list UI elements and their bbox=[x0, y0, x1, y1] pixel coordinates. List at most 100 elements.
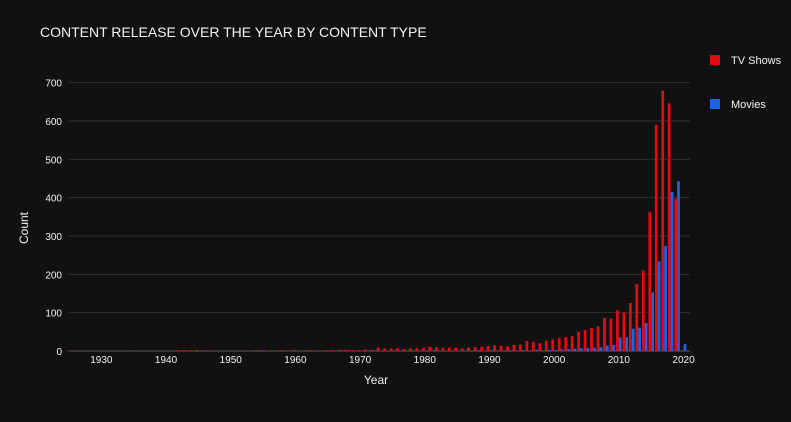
bar-tv-shows-2004[interactable] bbox=[577, 331, 580, 351]
bar-tv-shows-1983[interactable] bbox=[441, 347, 445, 351]
bar-movies-2010[interactable] bbox=[618, 337, 622, 351]
bar-movies-1974[interactable] bbox=[386, 350, 389, 352]
bar-tv-shows-2007[interactable] bbox=[596, 326, 600, 351]
bar-tv-shows-1943[interactable] bbox=[182, 350, 186, 351]
bar-movies-2013[interactable] bbox=[638, 327, 642, 351]
bar-movies-2004[interactable] bbox=[580, 348, 583, 351]
bar-tv-shows-2005[interactable] bbox=[583, 329, 587, 351]
bar-movies-1967[interactable] bbox=[340, 350, 344, 352]
bar-tv-shows-1925[interactable] bbox=[66, 350, 69, 352]
bar-tv-shows-1963[interactable] bbox=[312, 350, 315, 352]
bar-tv-shows-1967[interactable] bbox=[337, 349, 341, 351]
bar-movies-1976[interactable] bbox=[398, 350, 402, 352]
bar-tv-shows-1954[interactable] bbox=[253, 350, 257, 351]
bar-tv-shows-1968[interactable] bbox=[344, 349, 348, 351]
bar-movies-1988[interactable] bbox=[476, 350, 480, 351]
bar-tv-shows-1962[interactable] bbox=[305, 350, 309, 351]
bar-movies-1963[interactable] bbox=[314, 350, 318, 352]
bar-tv-shows-1979[interactable] bbox=[415, 347, 419, 351]
bar-tv-shows-1984[interactable] bbox=[447, 347, 451, 351]
bar-movies-1972[interactable] bbox=[373, 350, 376, 352]
bar-tv-shows-1985[interactable] bbox=[454, 347, 458, 351]
bar-tv-shows-2008[interactable] bbox=[603, 318, 606, 351]
bar-tv-shows-2016[interactable] bbox=[654, 124, 658, 351]
bar-tv-shows-1945[interactable] bbox=[195, 349, 199, 351]
bar-tv-shows-2010[interactable] bbox=[616, 310, 619, 351]
bar-tv-shows-1973[interactable] bbox=[376, 347, 380, 351]
bar-movies-2007[interactable] bbox=[599, 347, 603, 351]
bar-tv-shows-2001[interactable] bbox=[557, 337, 561, 351]
bar-tv-shows-2013[interactable] bbox=[635, 283, 639, 351]
legend-item-tv-shows[interactable]: TV Shows bbox=[710, 55, 782, 67]
bar-tv-shows-1992[interactable] bbox=[499, 345, 503, 351]
bar-tv-shows-1970[interactable] bbox=[357, 350, 361, 351]
bar-tv-shows-1947[interactable] bbox=[208, 350, 212, 352]
bar-tv-shows-1989[interactable] bbox=[480, 346, 483, 351]
bar-tv-shows-1965[interactable] bbox=[324, 350, 328, 351]
bar-tv-shows-2000[interactable] bbox=[551, 339, 555, 352]
bar-movies-2020[interactable] bbox=[683, 344, 687, 351]
bar-movies-1985[interactable] bbox=[457, 350, 460, 352]
bar-tv-shows-1995[interactable] bbox=[519, 344, 522, 351]
bar-tv-shows-2011[interactable] bbox=[622, 312, 626, 351]
bar-movies-1993[interactable] bbox=[508, 350, 512, 351]
bar-tv-shows-1998[interactable] bbox=[538, 343, 542, 351]
bar-tv-shows-1958[interactable] bbox=[279, 350, 283, 351]
bar-tv-shows-2003[interactable] bbox=[570, 336, 574, 351]
bar-tv-shows-1972[interactable] bbox=[370, 349, 373, 351]
bar-tv-shows-1944[interactable] bbox=[189, 350, 192, 351]
bar-movies-2012[interactable] bbox=[631, 328, 635, 351]
bar-movies-1935[interactable] bbox=[133, 350, 137, 352]
bar-tv-shows-1960[interactable] bbox=[292, 349, 296, 351]
bar-tv-shows-2015[interactable] bbox=[648, 212, 652, 351]
bar-movies-2000[interactable] bbox=[554, 349, 557, 351]
legend[interactable]: TV Shows Movies bbox=[710, 55, 782, 111]
bar-tv-shows-1956[interactable] bbox=[266, 350, 270, 352]
bar-tv-shows-2012[interactable] bbox=[628, 303, 632, 351]
bar-movies-2005[interactable] bbox=[586, 347, 590, 351]
bar-movies-2018[interactable] bbox=[670, 191, 674, 351]
bar-tv-shows-2002[interactable] bbox=[564, 337, 568, 351]
bar-tv-shows-1955[interactable] bbox=[260, 350, 263, 351]
bar-movies-1955[interactable] bbox=[263, 350, 266, 352]
bar-movies-2017[interactable] bbox=[664, 245, 667, 351]
bar-tv-shows-1964[interactable] bbox=[318, 350, 322, 352]
bar-movies-1999[interactable] bbox=[547, 349, 551, 351]
legend-item-movies[interactable]: Movies bbox=[710, 99, 766, 111]
bar-movies-2002[interactable] bbox=[567, 349, 570, 351]
bar-tv-shows-1996[interactable] bbox=[525, 341, 529, 351]
bar-movies-1997[interactable] bbox=[534, 349, 538, 351]
bar-tv-shows-1987[interactable] bbox=[467, 347, 470, 351]
bar-movies-2014[interactable] bbox=[644, 323, 648, 351]
bar-movies-2008[interactable] bbox=[605, 345, 609, 351]
bar-tv-shows-1997[interactable] bbox=[531, 342, 535, 351]
bar-tv-shows-1981[interactable] bbox=[428, 346, 432, 351]
bar-tv-shows-2019[interactable] bbox=[674, 198, 677, 351]
bar-tv-shows-1959[interactable] bbox=[286, 350, 289, 352]
bar-movies-2003[interactable] bbox=[573, 348, 577, 351]
bar-tv-shows-1942[interactable] bbox=[176, 350, 179, 351]
bar-tv-shows-1946[interactable] bbox=[202, 350, 205, 351]
bar-movies-2006[interactable] bbox=[593, 347, 596, 351]
bar-movies-1979[interactable] bbox=[418, 350, 422, 352]
bar-tv-shows-1990[interactable] bbox=[486, 346, 490, 351]
bar-movies-2019[interactable] bbox=[677, 181, 680, 351]
bar-tv-shows-1988[interactable] bbox=[473, 347, 477, 351]
bar-movies-2001[interactable] bbox=[560, 349, 564, 351]
bar-tv-shows-1994[interactable] bbox=[512, 344, 516, 351]
bar-movies-2009[interactable] bbox=[612, 344, 616, 351]
bar-tv-shows-2009[interactable] bbox=[609, 318, 613, 351]
bar-movies-1946[interactable] bbox=[204, 350, 208, 352]
bar-tv-shows-2018[interactable] bbox=[667, 103, 671, 351]
bar-tv-shows-2014[interactable] bbox=[641, 270, 645, 352]
bar-tv-shows-1977[interactable] bbox=[402, 349, 406, 351]
bar-movies-1995[interactable] bbox=[521, 350, 525, 351]
bar-tv-shows-1991[interactable] bbox=[493, 345, 496, 351]
bar-tv-shows-1974[interactable] bbox=[383, 348, 386, 351]
bar-tv-shows-1982[interactable] bbox=[434, 347, 438, 351]
bar-tv-shows-1971[interactable] bbox=[363, 349, 367, 351]
bar-tv-shows-1976[interactable] bbox=[396, 348, 399, 351]
bar-tv-shows-1969[interactable] bbox=[350, 350, 354, 351]
bar-tv-shows-1975[interactable] bbox=[389, 348, 393, 351]
bar-movies-2011[interactable] bbox=[625, 337, 629, 351]
